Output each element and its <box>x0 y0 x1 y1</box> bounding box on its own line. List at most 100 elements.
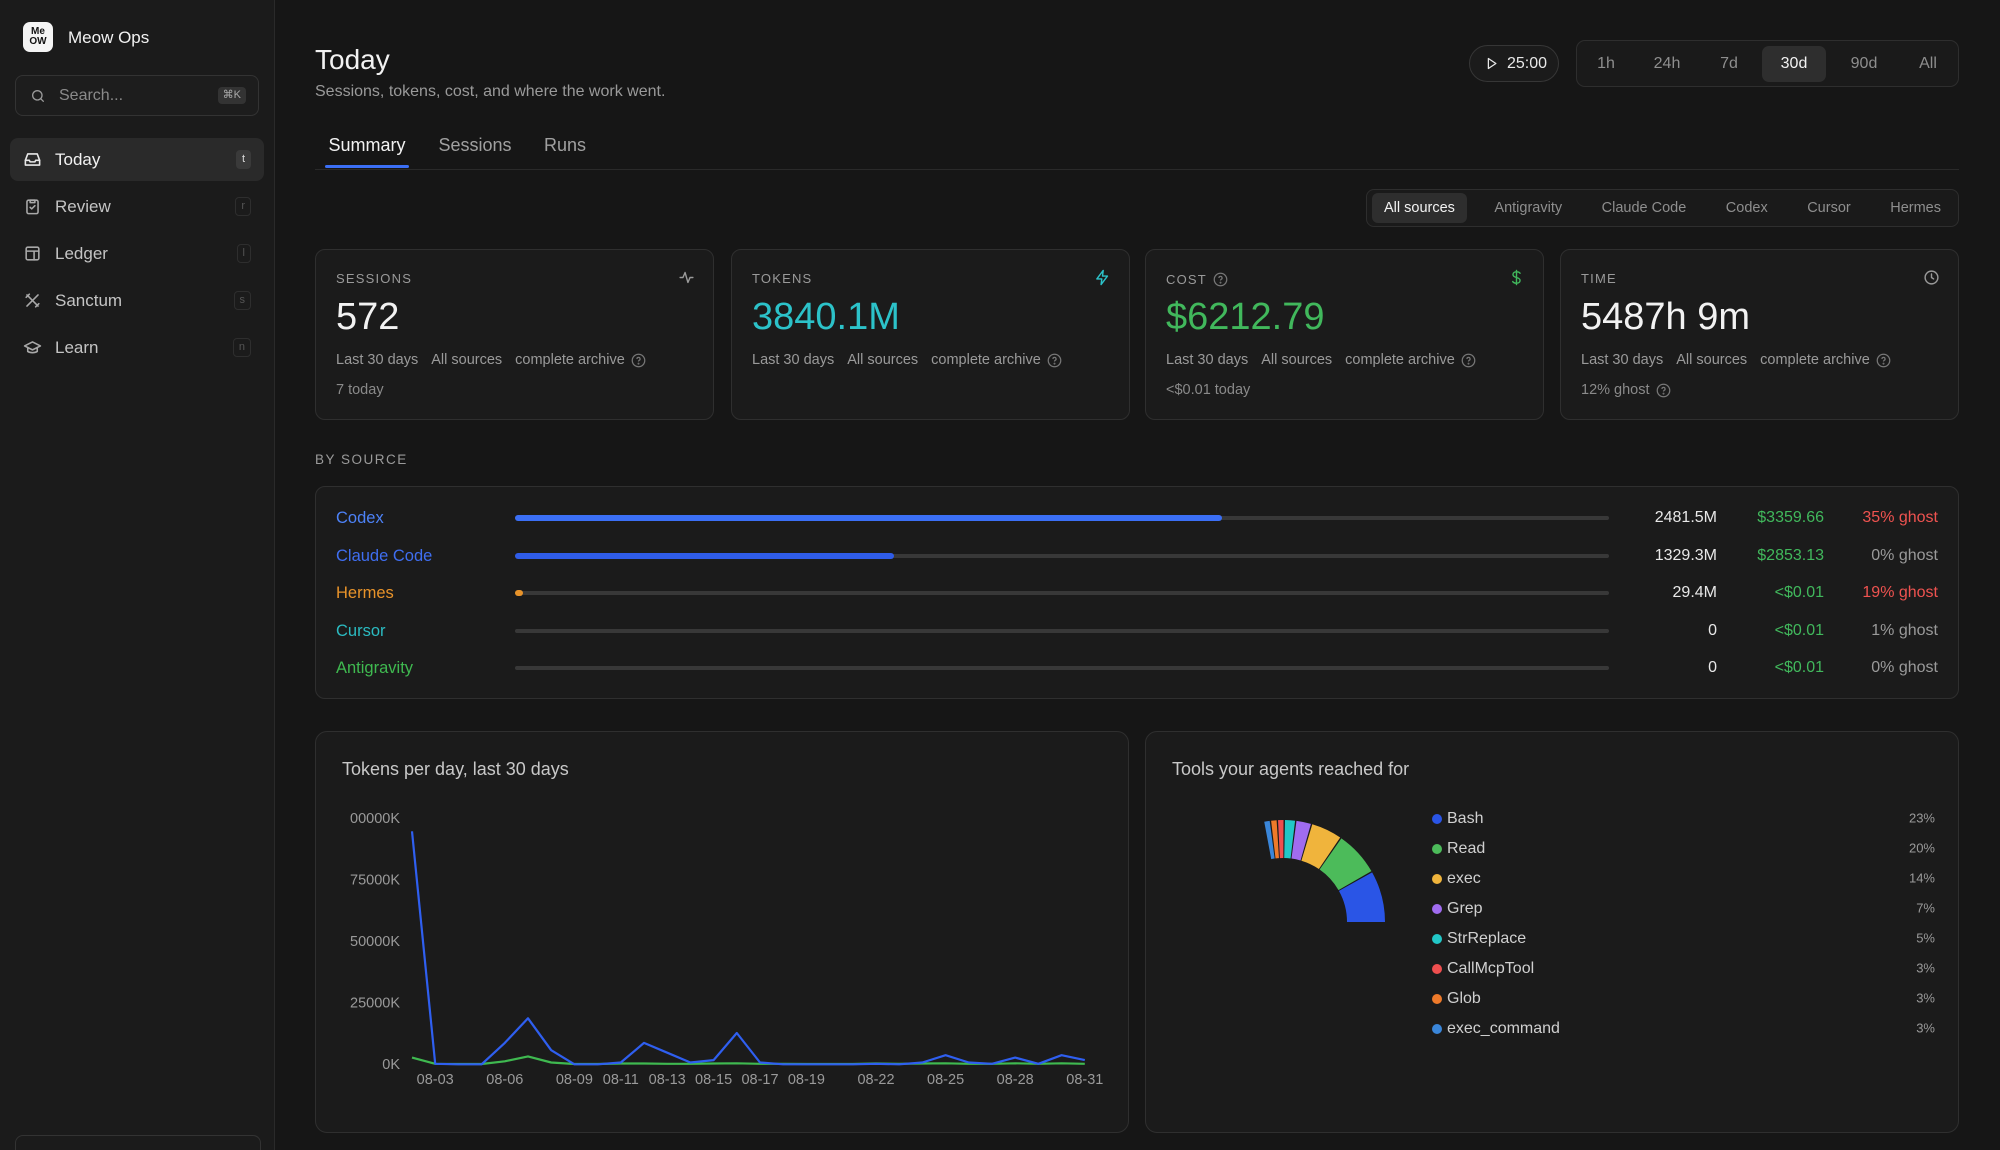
donut-segment <box>1278 819 1284 859</box>
tab[interactable]: Sessions <box>425 132 525 158</box>
stat-meta-item: Last 30 days <box>1581 352 1664 369</box>
tab[interactable]: Runs <box>515 132 615 158</box>
nav-item[interactable]: Today t <box>10 138 264 181</box>
legend-label: exec <box>1447 870 1481 887</box>
stat-meta-item: complete archive <box>1760 352 1870 369</box>
source-bar <box>515 515 1222 521</box>
legend-label: Glob <box>1447 990 1481 1007</box>
nav-icon <box>26 199 39 215</box>
source-name: Hermes <box>336 584 394 602</box>
source-tokens: 0 <box>1708 622 1717 639</box>
range-label: All <box>1919 55 1937 72</box>
nav-label: Today <box>55 150 101 169</box>
legend-value: 23% <box>1909 810 1935 825</box>
source-filter-label: Codex <box>1725 200 1768 216</box>
stat-footer: <$0.01 today <box>1166 383 1250 398</box>
nav-item[interactable]: Sanctum s <box>10 279 264 322</box>
logo: Me OW <box>23 22 53 52</box>
source-name: Codex <box>336 509 384 527</box>
range-option[interactable]: 90d <box>1832 46 1896 82</box>
x-tick-label: 08-13 <box>649 1072 686 1088</box>
help-icon[interactable] <box>631 353 646 368</box>
stat-meta-item: complete archive <box>515 352 625 369</box>
nav-key: t <box>235 150 251 169</box>
y-tick-label: 0K <box>382 1057 400 1073</box>
source-tokens: 1329.3M <box>1654 547 1717 564</box>
source-tokens: 0 <box>1708 659 1717 676</box>
range-option[interactable]: 1h <box>1574 46 1638 82</box>
source-filter-label: All sources <box>1384 200 1455 216</box>
tab[interactable]: Summary <box>317 132 417 158</box>
chart-svg: Tokens per day, last 30 days 0K 25000K 5000… <box>342 759 1103 1088</box>
nav-item[interactable]: Ledger l <box>10 232 264 275</box>
timer-button[interactable]: 25:00 <box>1469 45 1559 82</box>
source-name: Claude Code <box>336 547 433 565</box>
search-placeholder: Search... <box>59 87 124 104</box>
stat-icon <box>679 271 694 284</box>
nav-item[interactable]: Learn n <box>10 326 264 369</box>
stat-label: TOKENS <box>752 271 813 286</box>
search-box[interactable]: Search... ⌘K <box>15 75 259 116</box>
donut-segment <box>1271 820 1279 859</box>
source-track <box>515 629 1609 633</box>
range-option[interactable]: All <box>1896 46 1960 82</box>
stat-card: SESSIONS 572 Last 30 days All sources comple… <box>315 249 714 420</box>
nav-item[interactable]: Review r <box>10 185 264 228</box>
stat-icon <box>1512 269 1521 286</box>
source-filter[interactable]: Claude Code <box>1590 193 1699 223</box>
help-icon[interactable] <box>1876 353 1891 368</box>
stat-label-row: SESSIONS <box>336 272 412 285</box>
nav-key: r <box>235 197 251 216</box>
stat-meta-item: Last 30 days <box>1166 352 1249 369</box>
page-subtitle: Sessions, tokens, cost, and where the wo… <box>315 83 666 100</box>
search-icon <box>32 90 44 102</box>
legend-value: 3% <box>1916 1020 1935 1035</box>
timer-text: 25:00 <box>1507 55 1548 72</box>
source-filter-label: Hermes <box>1890 200 1941 216</box>
page-title: Today <box>315 44 390 75</box>
help-icon[interactable] <box>1047 353 1062 368</box>
range-option[interactable]: 7d <box>1697 46 1761 82</box>
stat-meta: Last 30 days All sources complete archive <box>336 353 646 368</box>
stat-meta-item: Last 30 days <box>752 352 835 369</box>
nav-icon <box>24 153 41 166</box>
stat-meta: Last 30 days All sources complete archive <box>752 353 1062 368</box>
source-filter[interactable]: Antigravity <box>1482 193 1574 223</box>
help-icon[interactable] <box>1461 353 1476 368</box>
nav-label: Learn <box>55 338 99 357</box>
play-icon <box>1487 57 1497 70</box>
source-cost: <$0.01 <box>1774 584 1824 601</box>
donut-segment <box>1264 820 1275 860</box>
help-icon[interactable] <box>1656 383 1671 398</box>
stat-icon <box>1924 270 1939 285</box>
source-cost: <$0.01 <box>1774 659 1824 676</box>
range-label: 1h <box>1597 55 1615 72</box>
help-icon[interactable] <box>1213 272 1228 287</box>
range-label: 24h <box>1653 55 1681 72</box>
source-track <box>515 666 1609 670</box>
source-filter[interactable]: All sources <box>1372 193 1467 223</box>
logo-text: Me <box>31 26 45 37</box>
line-series <box>410 831 1086 1066</box>
source-filter-label: Claude Code <box>1601 200 1687 216</box>
range-option[interactable]: 24h <box>1635 46 1699 82</box>
donut-segment <box>1291 820 1311 861</box>
source-track <box>515 554 1609 558</box>
legend-dot <box>1432 844 1442 854</box>
source-filter[interactable]: Codex <box>1714 193 1780 223</box>
sidebar <box>0 0 275 1150</box>
source-ghost: 1% ghost <box>1871 622 1938 639</box>
source-bar <box>515 553 894 559</box>
stat-card: COST $6212.79 Last 30 days All sources compl… <box>1145 249 1544 420</box>
stat-meta-item: Last 30 days <box>336 352 419 369</box>
legend-label: Bash <box>1447 810 1483 827</box>
sidebar-footer-box[interactable] <box>15 1135 261 1150</box>
source-filter[interactable]: Cursor <box>1795 193 1863 223</box>
stat-value: $6212.79 <box>1166 296 1325 338</box>
nav-label: Sanctum <box>55 291 123 310</box>
range-option[interactable]: 30d <box>1762 46 1826 82</box>
x-tick-label: 08-19 <box>788 1072 825 1088</box>
source-filter[interactable]: Hermes <box>1878 193 1953 223</box>
x-tick-label: 08-03 <box>417 1072 454 1088</box>
